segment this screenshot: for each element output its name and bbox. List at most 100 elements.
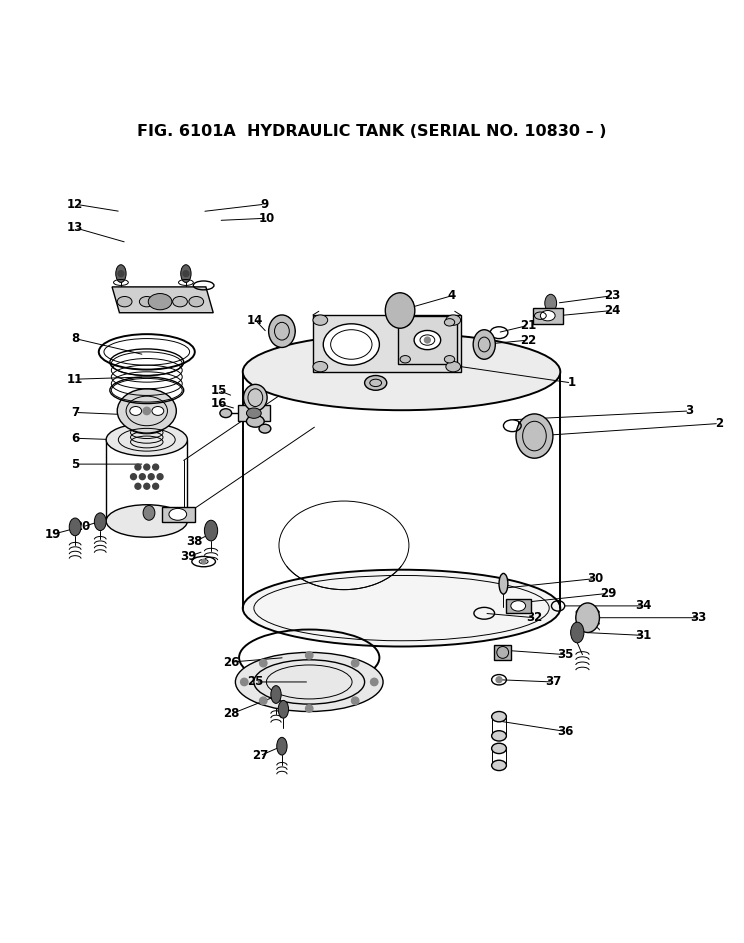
Ellipse shape — [69, 518, 81, 536]
Ellipse shape — [269, 315, 295, 347]
Ellipse shape — [545, 294, 557, 312]
Ellipse shape — [323, 323, 379, 365]
Ellipse shape — [277, 737, 287, 755]
Ellipse shape — [181, 265, 191, 283]
Text: 16: 16 — [211, 397, 227, 410]
Ellipse shape — [259, 424, 271, 433]
Polygon shape — [533, 307, 562, 323]
Ellipse shape — [576, 603, 600, 633]
Ellipse shape — [492, 743, 507, 753]
Text: 17: 17 — [117, 515, 132, 528]
Circle shape — [144, 464, 150, 470]
Circle shape — [183, 271, 189, 276]
Ellipse shape — [243, 334, 560, 410]
Text: 23: 23 — [604, 290, 620, 303]
Ellipse shape — [499, 573, 508, 594]
Circle shape — [118, 271, 124, 276]
Circle shape — [260, 697, 267, 704]
Text: 30: 30 — [587, 572, 603, 585]
Polygon shape — [112, 287, 214, 313]
Circle shape — [240, 678, 248, 686]
Polygon shape — [161, 507, 195, 521]
Text: 29: 29 — [600, 587, 617, 600]
Ellipse shape — [492, 712, 507, 721]
Ellipse shape — [129, 406, 141, 415]
Text: 26: 26 — [223, 655, 240, 669]
Ellipse shape — [571, 622, 584, 643]
Circle shape — [371, 678, 378, 686]
Text: 11: 11 — [67, 372, 83, 386]
Circle shape — [144, 484, 150, 489]
Ellipse shape — [385, 292, 415, 328]
Ellipse shape — [106, 505, 187, 538]
Ellipse shape — [473, 330, 496, 359]
Polygon shape — [507, 599, 530, 613]
Ellipse shape — [246, 408, 261, 419]
Ellipse shape — [246, 415, 264, 427]
Ellipse shape — [400, 356, 411, 363]
Text: 15: 15 — [211, 384, 227, 397]
Circle shape — [135, 484, 141, 489]
Ellipse shape — [235, 653, 383, 712]
Ellipse shape — [313, 361, 327, 372]
Text: 36: 36 — [557, 725, 574, 738]
Text: 32: 32 — [526, 611, 542, 624]
Text: 38: 38 — [187, 535, 203, 548]
Ellipse shape — [116, 265, 126, 283]
Ellipse shape — [492, 760, 507, 770]
Text: 19: 19 — [45, 528, 61, 540]
Text: 7: 7 — [71, 405, 79, 419]
Text: 37: 37 — [545, 675, 561, 688]
Polygon shape — [494, 645, 511, 660]
Text: 27: 27 — [251, 750, 268, 762]
Circle shape — [202, 559, 206, 564]
Ellipse shape — [365, 375, 387, 390]
Text: 5: 5 — [71, 457, 80, 471]
Text: FIG. 6101A  HYDRAULIC TANK (SERIAL NO. 10830 – ): FIG. 6101A HYDRAULIC TANK (SERIAL NO. 10… — [137, 124, 607, 140]
Ellipse shape — [94, 513, 106, 531]
Ellipse shape — [511, 601, 525, 611]
Text: 34: 34 — [635, 600, 652, 612]
Polygon shape — [313, 315, 461, 372]
Ellipse shape — [173, 296, 187, 306]
Ellipse shape — [444, 356, 455, 363]
Ellipse shape — [446, 315, 461, 325]
Text: 20: 20 — [74, 521, 91, 534]
Text: 12: 12 — [67, 198, 83, 210]
Circle shape — [496, 677, 502, 683]
Circle shape — [148, 473, 154, 480]
Text: 9: 9 — [261, 198, 269, 210]
Polygon shape — [398, 317, 457, 364]
Text: 10: 10 — [259, 212, 275, 224]
Text: 4: 4 — [448, 290, 456, 303]
Circle shape — [157, 473, 163, 480]
Text: 22: 22 — [520, 334, 536, 347]
Ellipse shape — [118, 389, 176, 433]
Text: 39: 39 — [181, 550, 197, 563]
Circle shape — [260, 659, 267, 667]
Circle shape — [139, 473, 145, 480]
Text: 14: 14 — [247, 314, 263, 326]
Ellipse shape — [444, 319, 455, 326]
Ellipse shape — [243, 570, 560, 647]
Text: 31: 31 — [635, 629, 652, 642]
Ellipse shape — [540, 310, 555, 321]
Ellipse shape — [106, 423, 187, 456]
Text: 6: 6 — [71, 432, 80, 445]
Circle shape — [143, 407, 150, 415]
Text: 1: 1 — [568, 376, 575, 389]
Circle shape — [424, 337, 430, 343]
Circle shape — [153, 484, 158, 489]
Text: 2: 2 — [715, 417, 723, 430]
Ellipse shape — [118, 296, 132, 306]
Ellipse shape — [220, 408, 231, 418]
Ellipse shape — [189, 296, 204, 306]
Text: 8: 8 — [71, 332, 80, 345]
Ellipse shape — [446, 361, 461, 372]
Ellipse shape — [313, 315, 327, 325]
Text: 3: 3 — [685, 405, 693, 418]
Text: 13: 13 — [67, 222, 83, 234]
Circle shape — [153, 464, 158, 470]
Polygon shape — [237, 405, 270, 422]
Ellipse shape — [271, 686, 281, 703]
